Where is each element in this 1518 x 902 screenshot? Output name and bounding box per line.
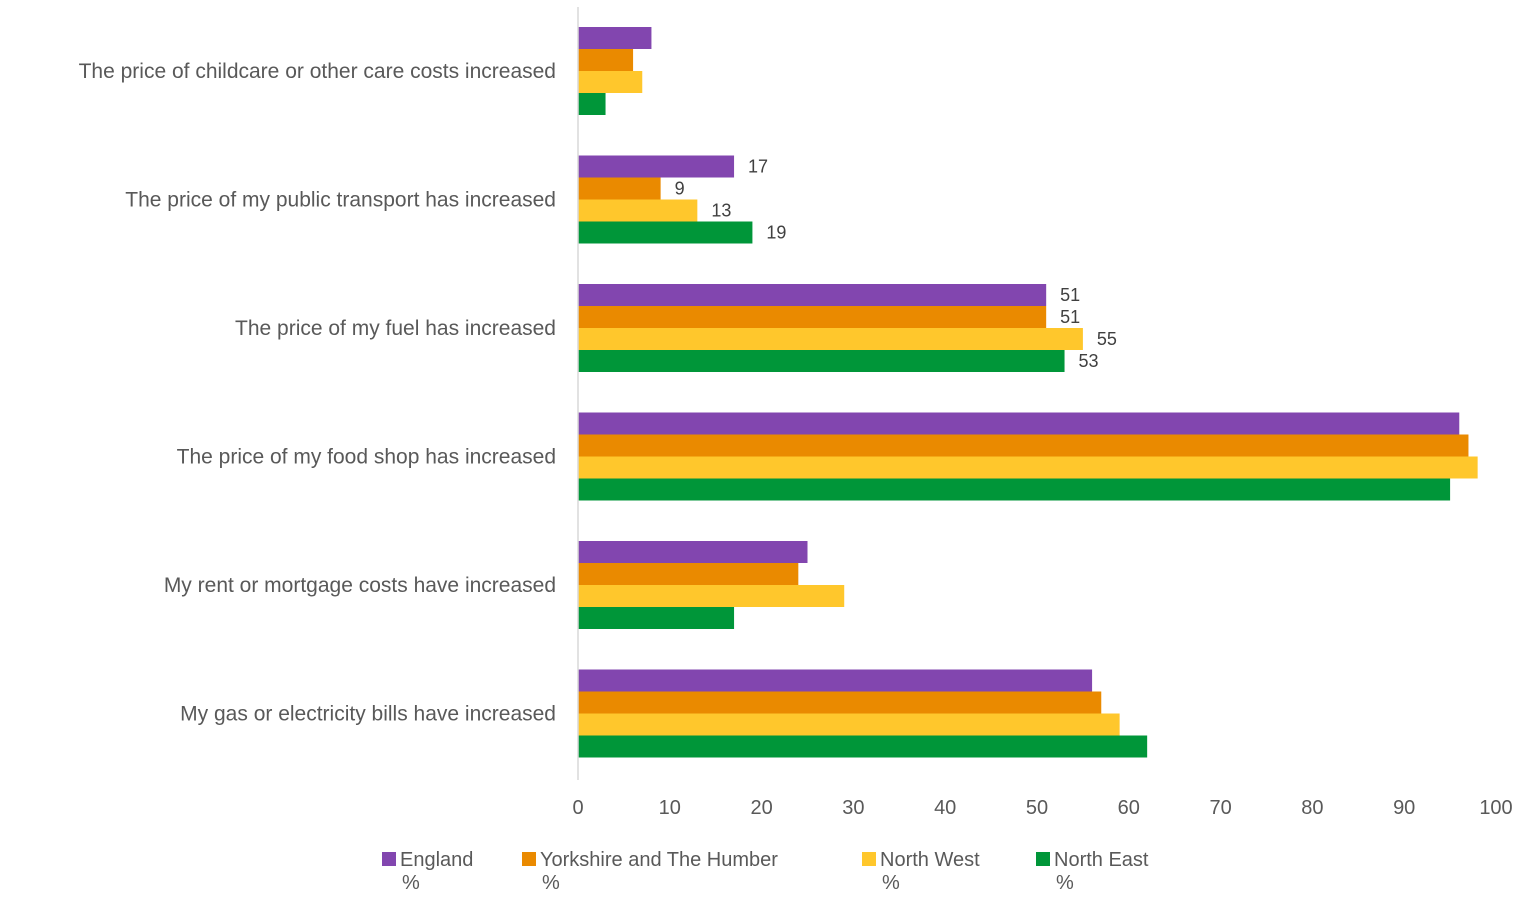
bar — [578, 328, 1083, 350]
category-label: The price of childcare or other care cos… — [79, 60, 556, 83]
x-tick-label: 0 — [572, 797, 583, 819]
x-tick-label: 100 — [1479, 797, 1512, 819]
category-label: The price of my food shop has increased — [177, 446, 556, 469]
bar — [578, 456, 1478, 479]
legend-swatch — [862, 852, 876, 866]
bar — [578, 713, 1120, 736]
x-tick-label: 30 — [842, 797, 864, 819]
data-label: 17 — [748, 157, 768, 177]
legend-swatch — [522, 852, 536, 866]
bar — [578, 669, 1093, 692]
bar — [578, 49, 634, 71]
bar — [578, 350, 1065, 372]
data-label: 55 — [1097, 329, 1117, 349]
legend-label: England — [400, 849, 473, 871]
category-label: My rent or mortgage costs have increased — [164, 574, 556, 597]
bar — [578, 71, 643, 93]
bar — [578, 199, 698, 222]
category-label: My gas or electricity bills have increas… — [180, 703, 556, 726]
bar — [578, 177, 661, 200]
legend-label: % — [1056, 872, 1074, 894]
legend-swatch — [382, 852, 396, 866]
bar — [578, 306, 1047, 328]
bar — [578, 93, 606, 115]
x-tick-label: 70 — [1209, 797, 1231, 819]
legend-label: % — [542, 872, 560, 894]
x-tick-label: 80 — [1301, 797, 1323, 819]
x-tick-label: 10 — [659, 797, 681, 819]
data-label: 53 — [1079, 351, 1099, 371]
bar — [578, 412, 1460, 435]
x-tick-label: 40 — [934, 797, 956, 819]
data-label: 13 — [711, 201, 731, 221]
x-tick-label: 60 — [1118, 797, 1140, 819]
data-label: 51 — [1060, 285, 1080, 305]
bar — [578, 155, 735, 178]
data-label: 19 — [766, 223, 786, 243]
legend-label: Yorkshire and The Humber — [540, 849, 778, 871]
legend-label: % — [882, 872, 900, 894]
x-tick-label: 90 — [1393, 797, 1415, 819]
legend: England%Yorkshire and The Humber%North W… — [382, 849, 1149, 894]
bar — [578, 585, 845, 607]
category-label: The price of my public transport has inc… — [125, 189, 556, 212]
bar — [578, 563, 799, 585]
bars-layer — [578, 27, 1478, 758]
bar — [578, 735, 1148, 758]
data-label: 9 — [675, 179, 685, 199]
legend-label: % — [402, 872, 420, 894]
x-tick-label: 20 — [750, 797, 772, 819]
category-label: The price of my fuel has increased — [235, 317, 556, 340]
axes-layer: The price of childcare or other care cos… — [79, 7, 1513, 819]
bar — [578, 691, 1102, 714]
legend-label: North West — [880, 849, 980, 871]
legend-swatch — [1036, 852, 1050, 866]
data-label: 51 — [1060, 307, 1080, 327]
bar — [578, 284, 1047, 306]
bar — [578, 434, 1469, 457]
bar — [578, 221, 753, 244]
legend-label: North East — [1054, 849, 1149, 871]
bar — [578, 27, 652, 49]
bar — [578, 541, 808, 563]
bar — [578, 478, 1451, 501]
x-tick-label: 50 — [1026, 797, 1048, 819]
bar — [578, 607, 735, 629]
